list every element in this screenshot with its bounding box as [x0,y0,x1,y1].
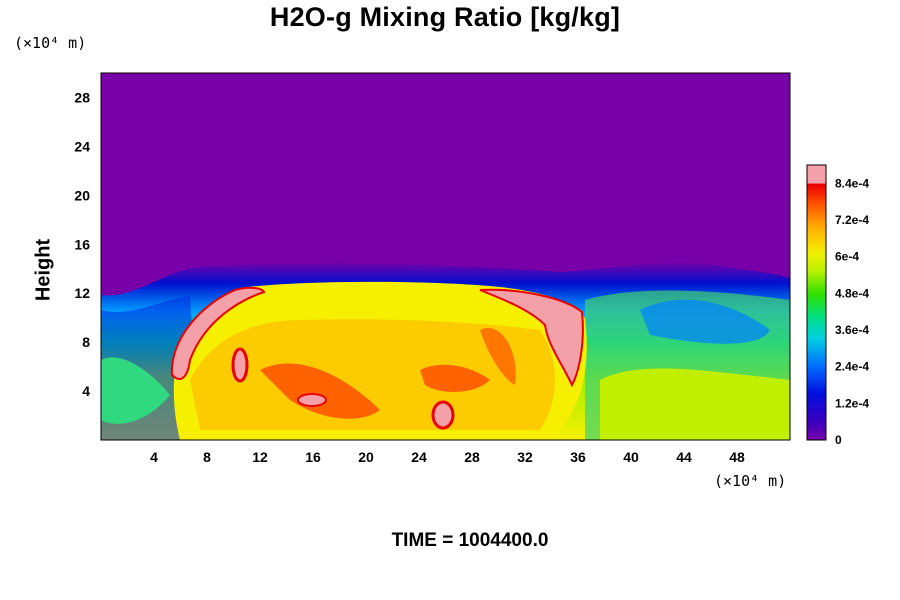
x-tick-label-5: 24 [411,449,427,465]
colorbar-tick-label-4: 4.8e-4 [835,286,869,300]
red-plume-2 [420,364,490,392]
red-plume-1 [260,363,380,419]
orange-core [190,319,555,430]
x-tick-label-10: 44 [676,449,692,465]
chart-title: H2O-g Mixing Ratio [kg/kg] [269,2,621,32]
saturated-edge-left [170,286,266,380]
y-tick-label-2: 12 [74,285,90,301]
y-tick-label-1: 8 [82,334,90,350]
saturated-blob-3 [297,393,327,407]
colorbar-tick-label-6: 7.2e-4 [835,213,869,227]
saturated-edge-right [479,288,584,388]
x-tick-label-6: 28 [464,449,480,465]
x-axis-unit: (×10⁴ m) [714,472,787,490]
heatmap-field [101,73,790,440]
x-tick-label-0: 4 [150,449,158,465]
x-axis-ticks: 4 8 12 16 20 24 28 32 36 40 44 48 [150,449,745,465]
x-tick-label-3: 16 [305,449,321,465]
x-tick-label-1: 8 [203,449,211,465]
x-tick-label-8: 36 [570,449,586,465]
colorbar-tick-label-3: 3.6e-4 [835,323,869,337]
colorbar-tick-label-7: 8.4e-4 [835,176,869,190]
plot-frame [100,72,791,441]
x-tick-label-7: 32 [517,449,533,465]
y-tick-label-6: 28 [74,89,90,105]
blue-eddy-right [640,299,770,344]
y-tick-label-4: 20 [74,187,90,203]
green-eddy-left [101,357,170,424]
x-tick-label-11: 48 [729,449,745,465]
y-axis-unit: (×10⁴ m) [14,34,87,52]
colorbar-ticks: 0 1.2e-4 2.4e-4 3.6e-4 4.8e-4 6e-4 7.2e-4 8.4e-… [835,176,869,447]
y-tick-label-3: 16 [74,236,90,252]
colorbar-tick-label-1: 1.2e-4 [835,396,869,410]
orange-plume [480,328,516,385]
colorbar [806,164,827,441]
x-tick-label-9: 40 [623,449,639,465]
x-tick-label-4: 20 [358,449,374,465]
saturated-blob-2 [431,400,455,430]
colorbar-tick-label-5: 6e-4 [835,250,859,264]
y-tick-label-5: 24 [74,138,90,154]
yellowgreen-region-right [600,368,790,440]
saturated-blob-1 [231,347,249,383]
time-annotation: TIME = 1004400.0 [391,530,549,551]
y-tick-label-0: 4 [82,383,90,399]
colorbar-tick-label-2: 2.4e-4 [835,360,869,374]
y-axis-ticks: 4 8 12 16 20 24 28 [74,89,90,399]
colorbar-tick-label-0: 0 [835,433,842,447]
x-tick-label-2: 12 [252,449,268,465]
